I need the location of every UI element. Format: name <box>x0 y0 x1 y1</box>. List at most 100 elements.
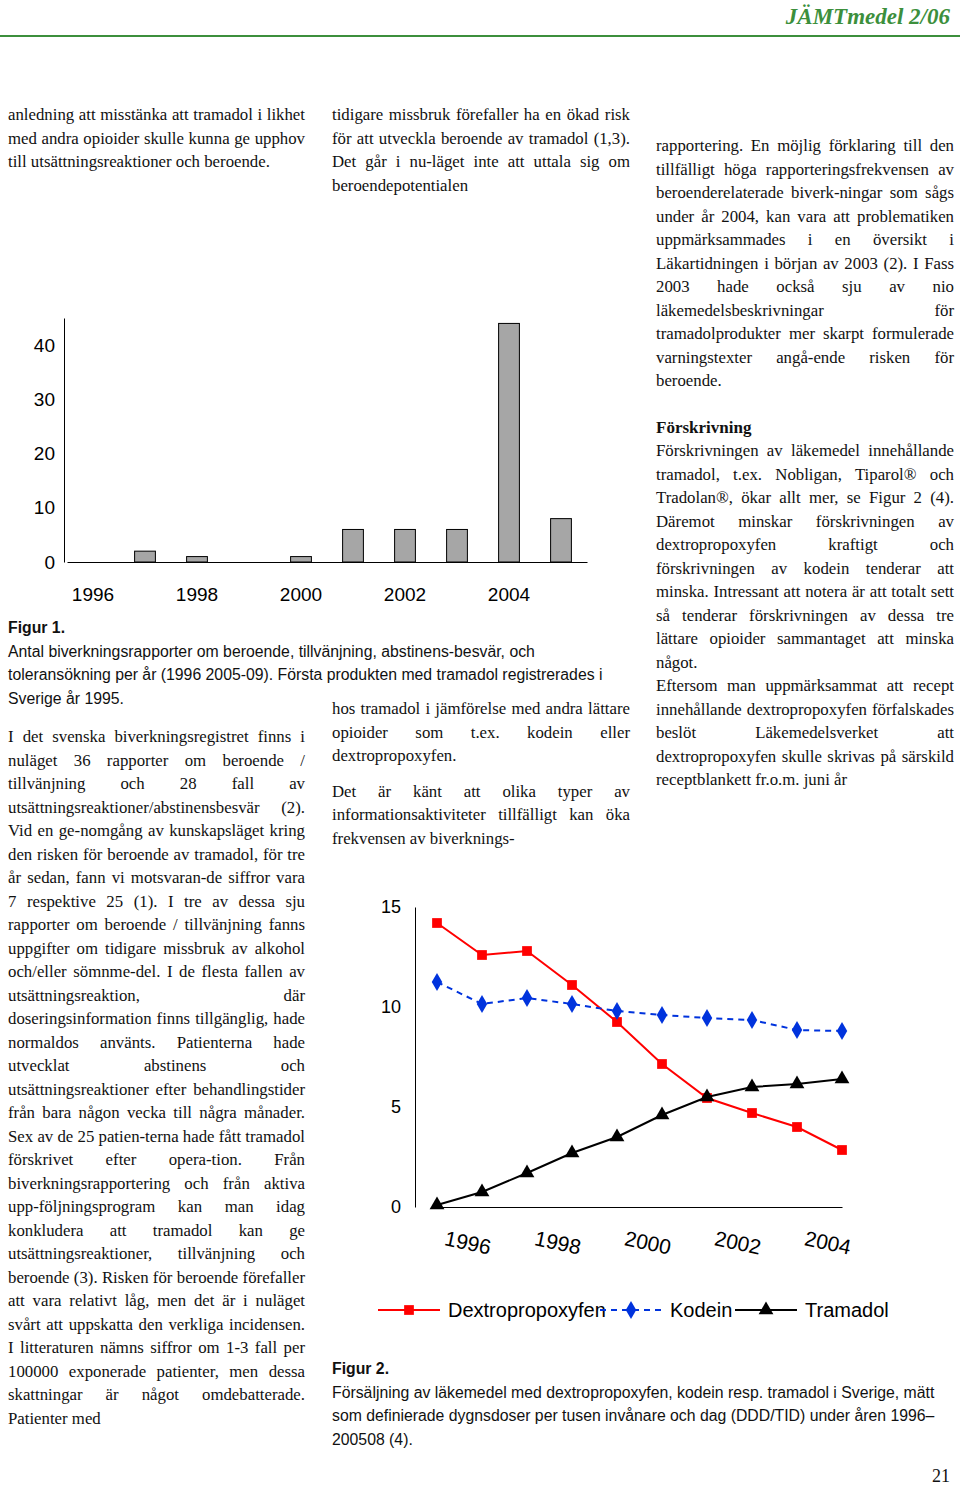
tick-label: 0 <box>391 1197 401 1217</box>
paragraph: Det är känt att olika typer av informati… <box>332 780 630 851</box>
plot-lines <box>430 918 850 1209</box>
legend-marker <box>404 1305 414 1315</box>
axis-line <box>68 562 588 563</box>
tick: 10 <box>381 997 415 1017</box>
tick-label: 2004 <box>803 1226 854 1258</box>
page-number: 21 <box>932 1466 950 1487</box>
tick-label: 40 <box>34 335 55 356</box>
tick-label: 2004 <box>488 584 531 605</box>
caption-text: Försäljning av läkemedel med dextropropo… <box>332 1384 934 1448</box>
figure-caption: Figur 1.Antal biverkningsrapporter om be… <box>8 616 634 710</box>
y-axis: 0 10 20 30 40 <box>34 319 65 573</box>
bar <box>83 562 104 563</box>
paragraph: tidigare missbruk förefaller ha en ökad … <box>332 103 630 197</box>
paragraph: anledning att misstänka att tramadol i l… <box>8 103 305 174</box>
tick: 2002 <box>708 1207 764 1259</box>
marker <box>567 995 577 1013</box>
bar <box>551 519 572 562</box>
tick-label: 2002 <box>384 584 426 605</box>
legend-label: Dextropropoxyfen <box>448 1299 606 1321</box>
tick: 2002 <box>384 562 426 605</box>
bar <box>187 557 208 562</box>
tick-label: 1998 <box>533 1226 583 1258</box>
marker <box>702 1009 712 1027</box>
marker <box>432 973 442 991</box>
legend: DextropropoxyfenKodein Tramadol <box>378 1299 889 1321</box>
marker <box>610 1128 625 1141</box>
tick-label: 30 <box>34 389 55 410</box>
tick-label: 0 <box>44 552 55 573</box>
page: 0102030401996199820002002200405101519961… <box>0 0 960 1488</box>
series-line <box>437 923 842 1150</box>
tick: 1996 <box>72 562 114 605</box>
tick-label: 15 <box>381 897 401 917</box>
tick: 40 <box>34 335 64 356</box>
caption-title: Figur 2. <box>332 1357 954 1381</box>
tick-label: 2000 <box>623 1226 673 1258</box>
marker <box>700 1088 715 1101</box>
legend-label: Tramadol <box>805 1299 889 1321</box>
bar <box>447 529 468 562</box>
series-line <box>437 982 842 1031</box>
tick: 20 <box>34 443 64 464</box>
text-block: tidigare missbruk förefaller ha en ökad … <box>332 103 630 197</box>
marker <box>835 1070 850 1083</box>
tick-label: 1998 <box>176 584 218 605</box>
tick: 2000 <box>618 1207 674 1259</box>
heading: Förskrivning <box>656 416 954 440</box>
marker <box>522 946 532 956</box>
text-block: hos tramadol i jämförelse med andra lätt… <box>332 697 630 850</box>
marker <box>747 1011 757 1029</box>
text-block: I det svenska biverkningsregistret finns… <box>8 725 305 1430</box>
x-axis: 1996 1998 2000 2002 2004 <box>68 562 588 605</box>
marker <box>747 1108 757 1118</box>
tick: 2004 <box>488 562 531 605</box>
tick: 2000 <box>280 562 322 605</box>
marker <box>837 1145 847 1155</box>
tick: 1996 <box>438 1207 494 1259</box>
figure-caption: Figur 2. Försäljning av läkemedel med dex… <box>332 1357 954 1451</box>
y-axis: 0 5 10 15 <box>381 897 416 1217</box>
tick: 15 <box>381 897 415 917</box>
marker <box>837 1022 847 1040</box>
tick: 1998 <box>176 562 218 605</box>
tick-label: 10 <box>34 497 55 518</box>
tick: 5 <box>391 1097 415 1117</box>
paragraph: rapportering. En möjlig förklaring till … <box>656 134 954 393</box>
bar <box>343 529 364 562</box>
legend-item: Tramadol <box>735 1299 889 1321</box>
axis-line <box>438 1207 843 1208</box>
caption-title: Figur 1. <box>8 616 634 640</box>
tick-label: 20 <box>34 443 55 464</box>
text-block: anledning att misstänka att tramadol i l… <box>8 103 305 174</box>
tick: 1998 <box>528 1207 584 1259</box>
tick: 0 <box>44 552 64 573</box>
tick: 10 <box>34 497 64 518</box>
text-block: rapportering. En möjlig förklaring till … <box>656 134 954 792</box>
axis-line <box>64 319 65 563</box>
marker <box>565 1144 580 1157</box>
marker <box>792 1021 802 1039</box>
marker <box>477 995 487 1013</box>
bar <box>395 529 416 562</box>
bar <box>135 551 156 562</box>
marker <box>567 980 577 990</box>
tick-label: 1996 <box>72 584 114 605</box>
tick: 0 <box>391 1197 415 1217</box>
marker <box>745 1078 760 1091</box>
legend-marker <box>759 1301 774 1314</box>
marker <box>475 1183 490 1196</box>
legend-item: Kodein <box>600 1299 732 1321</box>
legend-marker <box>626 1301 636 1319</box>
marker <box>612 1002 622 1020</box>
paragraph: hos tramadol i jämförelse med andra lätt… <box>332 697 630 768</box>
tick-label: 5 <box>391 1097 401 1117</box>
marker <box>432 918 442 928</box>
paragraph: Eftersom man uppmärksammat att recept in… <box>656 674 954 792</box>
axis-line <box>415 908 416 1208</box>
tick-label: 10 <box>381 997 401 1017</box>
marker <box>657 1006 667 1024</box>
marker <box>477 950 487 960</box>
series-line <box>437 1079 842 1205</box>
bar <box>499 323 520 562</box>
